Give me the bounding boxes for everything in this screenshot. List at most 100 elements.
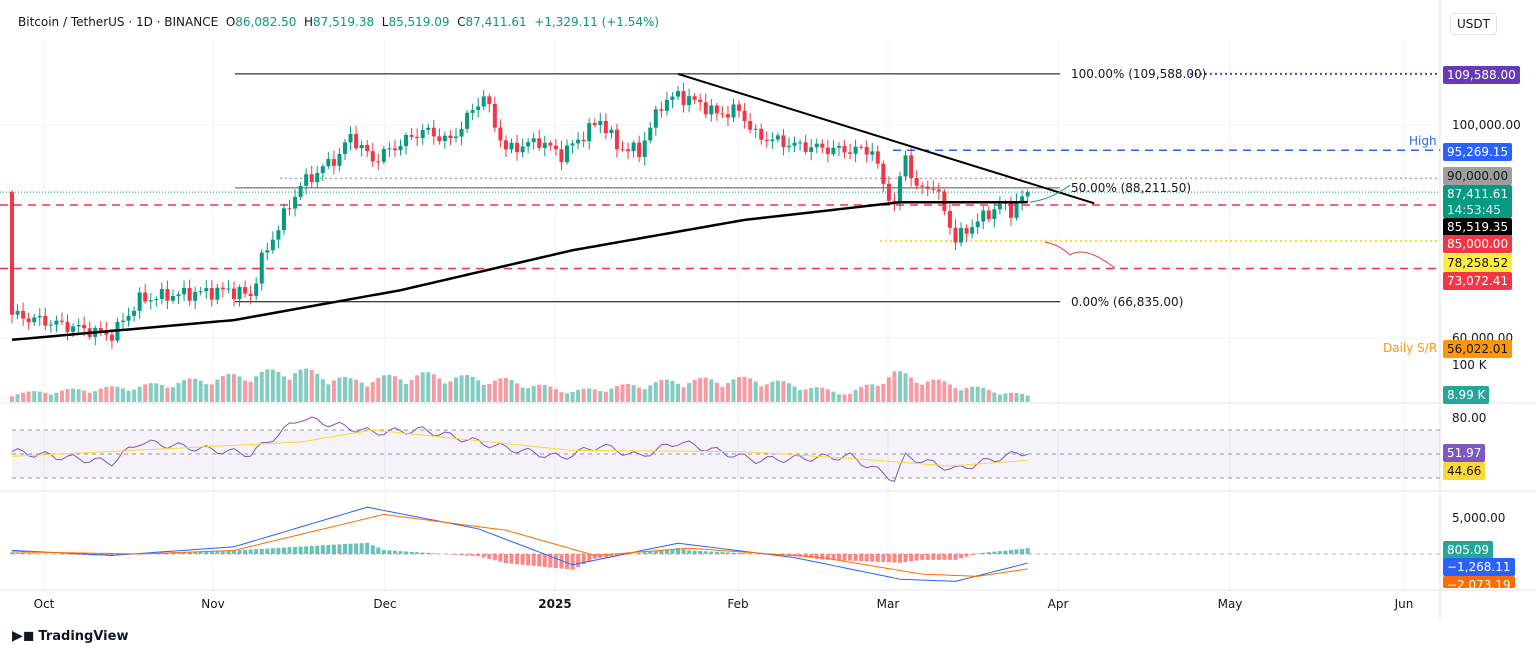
macd-histogram-bar [21,552,26,554]
candle-body [886,183,891,201]
volume-bar [309,370,314,402]
macd-histogram-bar [737,552,742,554]
candle-body [614,129,619,150]
volume-bar [775,380,780,402]
macd-histogram-bar [209,551,214,554]
volume-bar [454,377,458,402]
macd-histogram-bar [792,554,797,556]
candle-body [487,96,492,104]
volume-bar [115,386,120,402]
macd-histogram-bar [803,554,808,558]
fib-50-label: 50.00% (88,211.50) [1071,181,1192,195]
macd-tag: −1,268.11 [1443,558,1515,576]
currency-button[interactable]: USDT [1450,13,1497,35]
candle-body [376,161,381,163]
low-value: 85,519.09 [388,15,450,29]
volume-bar [365,386,370,402]
high-value: 87,519.38 [313,15,375,29]
volume-bar [642,389,647,402]
macd-histogram-bar [26,553,31,554]
candle-body [825,147,830,155]
candle-body [287,208,292,210]
macd-histogram-bar [809,554,814,559]
candle-body [609,129,614,134]
volume-bar [304,368,309,402]
candle-body [759,128,764,140]
candle-body [226,288,231,290]
volume-bar [82,390,87,402]
volume-bar [787,383,791,402]
candle-body [182,287,187,295]
macd-histogram-bar [503,554,508,564]
candle-body [870,151,875,155]
candle-body [714,105,719,114]
volume-bar [864,384,869,402]
candle-body [642,140,647,157]
candle-body [48,324,53,326]
volume-bar [881,383,886,402]
volume-bar [331,380,336,402]
macd-histogram-bar [603,554,608,558]
volume-bar [381,375,386,402]
close-label: C [457,15,466,29]
volume-bar [159,385,164,402]
volume-bar [886,377,891,402]
candle-body [442,135,447,142]
volume-bar [809,387,814,402]
tradingview-logo[interactable]: ▶◼ TradingView [12,628,128,644]
macd-histogram-bar [825,554,830,560]
volume-bar [154,383,159,402]
macd-histogram-bar [664,549,669,554]
candle-body [814,143,819,148]
macd-histogram-bar [725,552,730,554]
macd-histogram-bar [1020,548,1025,554]
macd-histogram-bar [898,554,902,563]
macd-histogram-bar [187,551,192,554]
volume-bar [415,375,420,402]
volume-bar [764,384,769,402]
daily-sr-label: Daily S/R [1383,341,1438,355]
macd-histogram-bar [576,554,581,567]
macd-histogram-bar [553,554,558,569]
macd-histogram-bar [609,554,614,557]
macd-histogram-bar [820,554,825,560]
candle-body [903,155,908,177]
macd-histogram-bar [559,554,564,569]
macd-histogram-bar [248,549,253,554]
macd-histogram-bar [920,554,925,560]
candle-body [975,221,980,228]
candle-body [864,146,869,155]
candle-body [526,142,531,147]
volume-bar [526,388,531,402]
candle-body [720,113,725,115]
macd-histogram-bar [454,554,458,555]
volume-bar [614,385,619,402]
volume-bar [587,388,592,402]
volume-bar [470,376,475,402]
candle-body [126,315,131,321]
volume-bar [1020,394,1025,402]
candle-body [836,145,841,148]
candle-body [687,96,692,106]
candle-body [781,135,786,148]
macd-histogram-bar [997,551,1002,554]
candle-body [476,106,481,111]
volume-bar [515,383,520,402]
macd-histogram-bar [687,550,692,554]
macd-tick: 5,000.00 [1452,511,1506,525]
macd-histogram-bar [1014,549,1019,554]
candle-body [10,192,14,315]
candle-body [137,292,142,311]
macd-histogram-bar [681,549,686,554]
candle-body [859,146,864,148]
macd-histogram-bar [981,552,986,554]
macd-histogram-bar [298,546,303,554]
volume-bar [32,391,37,402]
candle-body [232,288,236,300]
symbol-name[interactable]: Bitcoin / TetherUS · 1D · BINANCE [18,15,219,29]
candle-body [831,147,836,155]
symbol-legend: Bitcoin / TetherUS · 1D · BINANCE O86,08… [18,15,659,29]
volume-bar [681,387,686,402]
volume-bar [21,392,26,402]
